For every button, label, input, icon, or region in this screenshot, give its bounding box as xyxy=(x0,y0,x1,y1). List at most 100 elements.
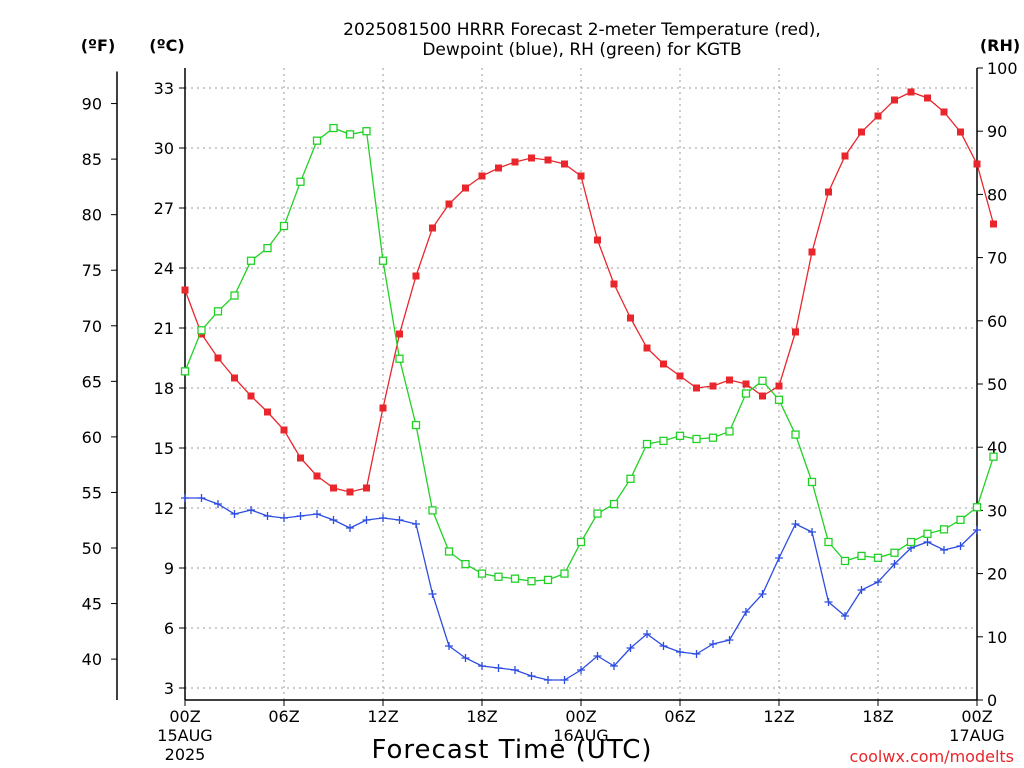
fahrenheit-tick-label: 90 xyxy=(82,95,102,114)
axes xyxy=(111,67,983,706)
dewpoint-point xyxy=(940,546,948,554)
celsius-tick-label: 33 xyxy=(154,79,174,98)
rh-point xyxy=(560,569,569,578)
rh-tick-label: 0 xyxy=(987,691,997,710)
2-meter-temperature-point xyxy=(907,88,915,96)
dewpoint-point xyxy=(346,524,354,532)
dewpoint-point xyxy=(181,494,189,502)
2-meter-temperature-point xyxy=(561,160,568,168)
rh-point xyxy=(939,525,949,534)
rh-point xyxy=(807,477,817,487)
dewpoint-point xyxy=(230,510,239,518)
2-meter-temperature-point xyxy=(709,382,717,390)
rh-point xyxy=(708,433,718,442)
rh-point xyxy=(543,575,553,585)
rh-point xyxy=(659,436,668,446)
chart-title-line-2: Dewpoint (blue), RH (green) for KGTB xyxy=(422,40,741,60)
2-meter-temperature-point xyxy=(346,488,354,496)
dewpoint-point xyxy=(593,652,602,660)
dewpoint-point xyxy=(362,516,371,524)
rh-point xyxy=(362,127,371,136)
rh-point xyxy=(593,509,602,518)
rh-point xyxy=(329,123,338,133)
time-tick-label: 00Z xyxy=(169,707,200,726)
rh-tick-label: 20 xyxy=(987,565,1007,584)
celsius-tick-label: 30 xyxy=(154,139,174,158)
rh-point xyxy=(576,537,586,547)
2-meter-temperature-point xyxy=(462,184,469,192)
2-meter-temperature-point xyxy=(231,374,238,382)
2-meter-temperature-point xyxy=(924,94,931,102)
rh-point xyxy=(444,547,454,556)
celsius-tick-label: 27 xyxy=(154,199,174,218)
rh-point xyxy=(791,430,800,439)
dewpoint-point xyxy=(824,598,833,606)
fahrenheit-unit-label: (ºF) xyxy=(81,36,116,55)
rh-point xyxy=(857,551,866,561)
rh-point xyxy=(213,307,223,316)
2-meter-temperature-point xyxy=(891,96,898,104)
dewpoint-point xyxy=(577,666,585,674)
rh-point xyxy=(296,177,305,186)
2-meter-temperature-point xyxy=(330,484,337,492)
2-meter-temperature-point xyxy=(297,454,304,462)
dewpoint-point xyxy=(511,666,519,674)
rh-point xyxy=(890,548,899,557)
celsius-tick-label: 21 xyxy=(154,319,174,338)
celsius-tick-label: 18 xyxy=(154,379,174,398)
fahrenheit-tick-label: 70 xyxy=(82,317,102,336)
rh-tick-label: 80 xyxy=(987,185,1007,204)
x-axis-title: Forecast Time (UTC) xyxy=(371,735,652,765)
rh-tick-label: 60 xyxy=(987,312,1007,331)
rh-point xyxy=(180,367,190,376)
time-tick-label: 00Z xyxy=(565,707,596,726)
2-meter-temperature-point xyxy=(495,164,502,172)
dewpoint-point xyxy=(445,642,453,650)
dewpoint-point xyxy=(643,630,651,638)
time-tick-label: 18Z xyxy=(466,707,497,726)
rh-point xyxy=(626,474,635,483)
fahrenheit-tick-label: 55 xyxy=(82,483,102,502)
2-meter-temperature-point xyxy=(264,408,271,416)
2-meter-temperature-point xyxy=(280,426,288,434)
2-meter-temperature-point xyxy=(379,404,387,412)
dewpoint-point xyxy=(692,650,701,658)
dewpoint-point xyxy=(197,494,206,502)
rh-tick-label: 30 xyxy=(987,501,1007,520)
rh-point xyxy=(494,572,503,581)
2-meter-temperature-point xyxy=(412,272,420,280)
2-meter-temperature-point xyxy=(825,188,832,196)
2-meter-temperature-point xyxy=(726,376,733,384)
dewpoint-point xyxy=(725,636,734,644)
rh-point xyxy=(906,537,916,547)
rh-point xyxy=(725,427,734,436)
fahrenheit-tick-label: 45 xyxy=(82,595,102,614)
rh-point xyxy=(989,452,998,461)
2-meter-temperature-point xyxy=(544,156,552,164)
rh-point xyxy=(510,574,520,583)
rh-point xyxy=(378,256,388,265)
time-tick-label: 12Z xyxy=(367,707,398,726)
celsius-unit-label: (ºC) xyxy=(149,36,184,55)
dewpoint-point xyxy=(758,590,767,598)
dewpoint-point xyxy=(610,662,618,670)
chart-title-line-1: 2025081500 HRRR Forecast 2-meter Tempera… xyxy=(343,20,821,40)
dewpoint-point xyxy=(857,586,866,594)
rh-point xyxy=(824,537,833,547)
2-meter-temperature-point xyxy=(478,172,486,180)
2-meter-temperature-point xyxy=(181,286,189,294)
2-meter-temperature-point xyxy=(247,392,255,400)
rh-point xyxy=(395,354,404,363)
2-meter-temperature-point xyxy=(445,200,453,208)
rh-point xyxy=(312,136,322,145)
time-tick-label: 18Z xyxy=(862,707,893,726)
dewpoint-point xyxy=(544,676,552,684)
2-meter-temperature-point xyxy=(858,128,865,136)
fahrenheit-tick-label: 80 xyxy=(82,206,102,225)
rh-tick-label: 10 xyxy=(987,628,1007,647)
rh-point xyxy=(972,503,982,512)
2-meter-temperature-point xyxy=(610,280,618,288)
rh-unit-label: (RH) xyxy=(980,36,1020,55)
2-meter-temperature-point xyxy=(808,248,816,256)
2-meter-temperature-point xyxy=(528,154,535,162)
